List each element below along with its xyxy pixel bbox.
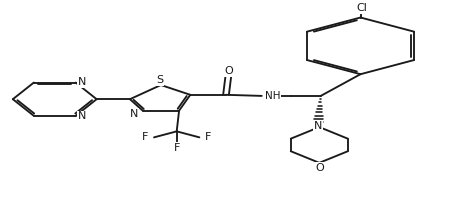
Text: F: F (174, 143, 180, 153)
Text: N: N (78, 77, 87, 87)
Text: Cl: Cl (356, 3, 367, 13)
Text: F: F (205, 132, 211, 142)
Text: N: N (78, 111, 87, 121)
Text: N: N (130, 109, 139, 119)
Text: F: F (142, 132, 149, 142)
Text: O: O (315, 163, 324, 173)
Text: S: S (156, 75, 163, 85)
Text: O: O (224, 66, 233, 76)
Text: NH: NH (265, 91, 280, 101)
Text: N: N (314, 121, 323, 131)
